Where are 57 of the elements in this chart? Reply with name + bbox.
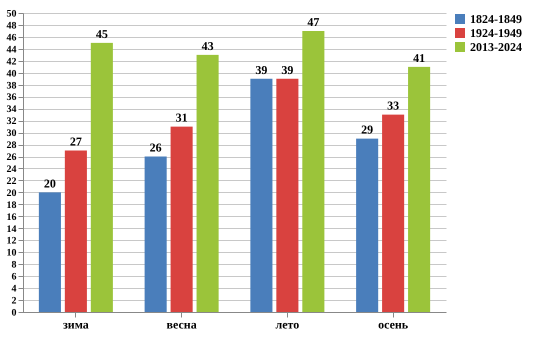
- legend-label: 1824-1849: [470, 12, 522, 26]
- y-tick-label: 34: [6, 104, 16, 116]
- y-tick-label: 20: [6, 188, 16, 199]
- y-tick-label: 46: [6, 32, 16, 44]
- y-tick-label: 0: [12, 308, 16, 318]
- bar: [170, 126, 193, 312]
- y-tick-label: 26: [6, 152, 16, 164]
- bar: [144, 156, 167, 312]
- bar: [38, 192, 61, 312]
- y-tick-label: 10: [6, 248, 16, 259]
- data-label: 45: [96, 26, 108, 41]
- y-tick-label: 28: [6, 140, 16, 152]
- bar: [196, 54, 219, 312]
- bar: [302, 30, 324, 312]
- y-tick-label: 16: [6, 212, 16, 223]
- x-tick-label: лето: [275, 318, 300, 332]
- x-tick-label: осень: [378, 318, 409, 332]
- y-tick-label: 22: [6, 176, 16, 187]
- y-tick-label: 48: [6, 20, 16, 32]
- y-tick-label: 32: [6, 116, 16, 128]
- bar: [382, 114, 404, 312]
- y-tick-label: 50: [6, 8, 16, 20]
- bar: [408, 66, 430, 312]
- y-tick-label: 6: [12, 272, 16, 283]
- bar: [356, 138, 378, 312]
- y-tick-label: 24: [6, 164, 16, 175]
- data-label: 33: [387, 98, 400, 113]
- legend-label: 2013-2024: [470, 40, 522, 54]
- bar: [276, 78, 298, 312]
- y-tick-label: 44: [6, 44, 16, 56]
- y-tick-label: 8: [12, 260, 16, 271]
- data-label: 20: [44, 176, 56, 190]
- x-tick-label: зима: [62, 318, 89, 332]
- y-tick-label: 12: [6, 236, 16, 247]
- y-tick-label: 18: [6, 200, 16, 211]
- y-tick-label: 2: [12, 296, 16, 307]
- bar: [250, 78, 272, 312]
- bar: [90, 42, 113, 312]
- data-label: 31: [176, 110, 188, 125]
- y-tick-label: 42: [6, 56, 16, 68]
- data-label: 29: [361, 122, 374, 137]
- y-tick-label: 14: [6, 224, 16, 235]
- data-label: 26: [150, 140, 162, 155]
- y-tick-label: 40: [6, 68, 16, 80]
- data-label: 39: [281, 62, 294, 77]
- x-tick-label: весна: [166, 318, 197, 332]
- data-label: 47: [307, 14, 320, 29]
- data-label: 43: [202, 38, 214, 53]
- y-tick-label: 38: [6, 80, 16, 92]
- bar: [64, 150, 87, 312]
- y-tick-label: 4: [12, 284, 16, 295]
- y-tick-label: 30: [6, 128, 16, 140]
- data-label: 39: [255, 62, 268, 77]
- legend-label: 1924-1949: [470, 26, 522, 40]
- data-label: 27: [70, 134, 82, 149]
- y-tick-label: 36: [6, 92, 16, 104]
- data-label: 41: [413, 50, 426, 65]
